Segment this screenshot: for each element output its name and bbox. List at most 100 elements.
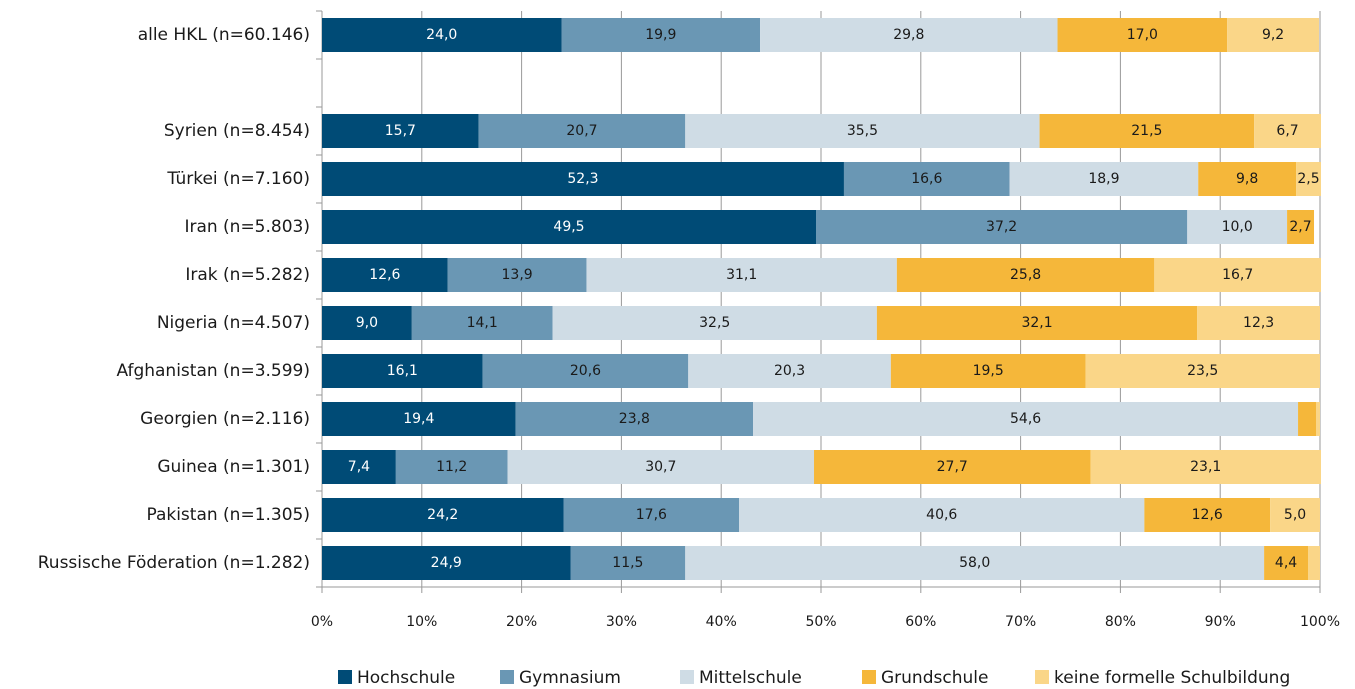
value-label: 19,5 [973, 363, 1004, 379]
value-label: 29,8 [893, 27, 924, 43]
bar-segment [1254, 114, 1321, 148]
bar-segment [739, 498, 1145, 532]
bar-segment [814, 450, 1091, 484]
bar-segment [1270, 498, 1320, 532]
bar-segment [322, 210, 817, 244]
bar-segment [322, 402, 516, 436]
bar-segment [507, 450, 815, 484]
x-tick-label: 10% [406, 614, 437, 630]
legend-swatch [862, 670, 876, 684]
bar-segment [1227, 18, 1320, 52]
x-tick-label: 40% [706, 614, 737, 630]
value-label: 16,1 [387, 363, 418, 379]
category-label: Syrien (n=8.454) [164, 121, 310, 141]
x-tick-label: 80% [1105, 614, 1136, 630]
value-label: 32,5 [699, 315, 730, 331]
value-label: 24,0 [426, 27, 457, 43]
bar-segment [322, 18, 562, 52]
value-label: 12,3 [1243, 315, 1274, 331]
bar-segment [552, 306, 877, 340]
value-label: 16,7 [1222, 267, 1253, 283]
bar-segment [1316, 402, 1320, 436]
bar-segment [478, 114, 686, 148]
value-label: 31,1 [726, 267, 757, 283]
value-label: 6,7 [1276, 123, 1298, 139]
value-label: 23,5 [1187, 363, 1218, 379]
value-label: 18,9 [1088, 171, 1119, 187]
value-label: 19,4 [403, 411, 434, 427]
value-label: 23,1 [1190, 459, 1221, 475]
category-label: Iran (n=5.803) [184, 217, 310, 237]
x-tick-label: 30% [606, 614, 637, 630]
value-label: 21,5 [1131, 123, 1162, 139]
bar-segment [890, 354, 1086, 388]
category-label: Türkei (n=7.160) [166, 169, 310, 189]
bar-segment [322, 498, 564, 532]
bar-segment [322, 546, 571, 580]
value-label: 54,6 [1010, 411, 1041, 427]
value-label: 49,5 [553, 219, 584, 235]
bar-segment [322, 450, 396, 484]
value-label: 4,4 [1275, 555, 1297, 571]
value-label: 20,7 [566, 123, 597, 139]
x-tick-label: 70% [1005, 614, 1036, 630]
x-tick-label: 50% [805, 614, 836, 630]
value-label: 27,7 [937, 459, 968, 475]
value-label: 19,9 [645, 27, 676, 43]
category-label: Irak (n=5.282) [185, 265, 310, 285]
bar-segment [515, 402, 754, 436]
bar-segment [322, 354, 483, 388]
x-tick-label: 60% [905, 614, 936, 630]
value-label: 35,5 [847, 123, 878, 139]
value-label: 10,0 [1222, 219, 1253, 235]
value-label: 9,2 [1262, 27, 1284, 43]
value-label: 2,5 [1297, 171, 1319, 187]
x-tick-label: 0% [311, 614, 333, 630]
value-label: 5,0 [1284, 507, 1306, 523]
value-label: 12,6 [1192, 507, 1223, 523]
category-label: alle HKL (n=60.146) [138, 25, 310, 45]
category-label: Afghanistan (n=3.599) [116, 361, 310, 381]
bar-segment [1039, 114, 1255, 148]
value-label: 52,3 [567, 171, 598, 187]
bar-segment [322, 258, 448, 292]
value-label: 25,8 [1010, 267, 1041, 283]
value-label: 11,5 [612, 555, 643, 571]
bar-segment [688, 354, 891, 388]
bar-segment [322, 114, 479, 148]
bar-segment [1198, 162, 1297, 196]
value-label: 11,2 [436, 459, 467, 475]
x-tick-label: 20% [506, 614, 537, 630]
value-label: 37,2 [986, 219, 1017, 235]
bar-segment [1144, 498, 1271, 532]
value-label: 17,6 [636, 507, 667, 523]
bar-segment [1154, 258, 1321, 292]
bar-segment [482, 354, 689, 388]
value-label: 30,7 [645, 459, 676, 475]
value-label: 40,6 [926, 507, 957, 523]
category-label: Pakistan (n=1.305) [146, 505, 310, 525]
bar-segment [322, 306, 412, 340]
value-label: 20,3 [774, 363, 805, 379]
bar-segment [1090, 450, 1321, 484]
bar-segment [1287, 210, 1315, 244]
value-label: 24,9 [431, 555, 462, 571]
bar-segment [685, 114, 1040, 148]
value-label: 32,1 [1021, 315, 1052, 331]
value-label: 13,9 [502, 267, 533, 283]
bar-segment [685, 546, 1265, 580]
legend-swatch [680, 670, 694, 684]
x-tick-label: 90% [1205, 614, 1236, 630]
x-tick-label: 100% [1300, 614, 1340, 630]
bar-segment [816, 210, 1188, 244]
bar-segment [1009, 162, 1199, 196]
bar-segment [896, 258, 1155, 292]
value-label: 16,6 [911, 171, 942, 187]
legend-label: Hochschule [357, 668, 455, 688]
value-label: 20,6 [570, 363, 601, 379]
legend-swatch [500, 670, 514, 684]
bar-segment [1296, 162, 1321, 196]
bar-segment [322, 162, 844, 196]
value-label: 2,7 [1289, 219, 1311, 235]
